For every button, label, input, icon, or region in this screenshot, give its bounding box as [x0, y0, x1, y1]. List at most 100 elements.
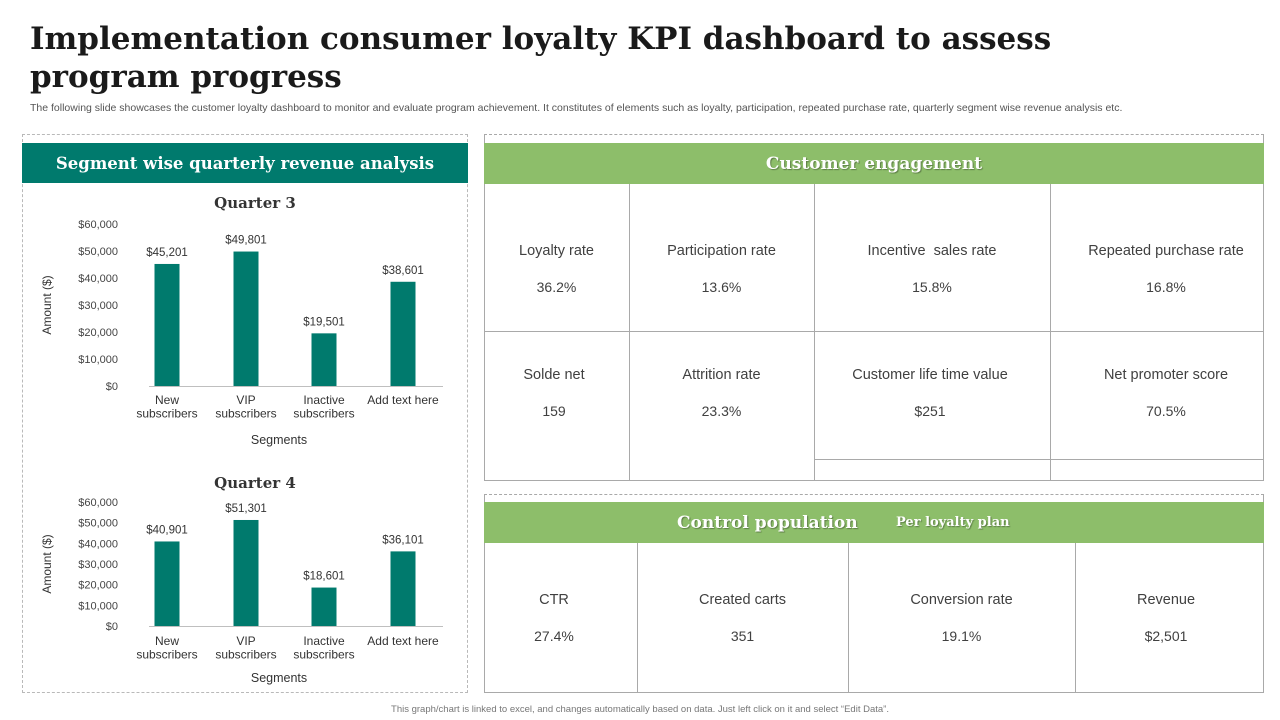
- kpi-label: Loyalty rate: [519, 243, 594, 259]
- chart-title: Quarter 4: [214, 474, 296, 492]
- kpi-value: 16.8%: [1146, 279, 1186, 295]
- kpi-net-promoter-score: Net promoter score 70.5%: [1050, 366, 1280, 420]
- x-tick-label: subscribers: [215, 407, 276, 421]
- engagement-row-divider: [484, 331, 1264, 332]
- x-tick-label: subscribers: [293, 648, 354, 662]
- y-tick-label: $50,000: [78, 518, 118, 530]
- bar: [390, 551, 416, 626]
- kpi-solde-net: Solde net 159: [484, 366, 624, 420]
- data-label: $18,601: [303, 571, 345, 583]
- x-axis-label: Segments: [251, 433, 307, 447]
- x-axis-label: Segments: [251, 671, 307, 685]
- data-label: $45,201: [146, 247, 188, 259]
- engagement-divider: [814, 184, 815, 481]
- y-tick-label: $30,000: [78, 559, 118, 571]
- bar: [390, 281, 416, 386]
- kpi-value: $2,501: [1144, 628, 1188, 644]
- data-label: $49,801: [225, 235, 267, 247]
- x-tick-label: VIP: [236, 393, 255, 407]
- y-tick-label: $0: [106, 381, 118, 393]
- engagement-row-divider: [814, 459, 1264, 460]
- y-tick-label: $10,000: [78, 600, 118, 612]
- kpi-label: Net promoter score: [1103, 367, 1229, 383]
- engagement-divider: [629, 184, 630, 481]
- x-tick-label: subscribers: [136, 407, 197, 421]
- bar: [311, 587, 337, 626]
- kpi-label: Created carts: [698, 592, 787, 608]
- bar: [311, 333, 337, 386]
- engagement-divider: [1050, 184, 1051, 481]
- kpi-label: Customer life time value: [852, 367, 1008, 383]
- control-population-subtitle: Per loyalty plan: [896, 515, 1010, 530]
- y-tick-label: $10,000: [78, 354, 118, 366]
- bar: [233, 519, 259, 626]
- data-label: $38,601: [382, 265, 424, 277]
- x-tick-label: Add text here: [367, 393, 439, 407]
- page-subtitle: The following slide showcases the custom…: [30, 102, 1123, 114]
- kpi-loyalty-rate: Loyalty rate 36.2%: [484, 242, 629, 296]
- kpi-value: 27.4%: [534, 628, 574, 644]
- kpi-value: 23.3%: [701, 403, 742, 419]
- y-tick-label: $20,000: [78, 327, 118, 339]
- x-tick-label: subscribers: [293, 407, 354, 421]
- bar: [233, 251, 259, 386]
- kpi-label: Solde net: [523, 367, 585, 383]
- data-label: $19,501: [303, 316, 345, 328]
- customer-engagement-panel: [484, 134, 1264, 481]
- x-tick-label: VIP: [236, 634, 255, 648]
- kpi-participation-rate: Participation rate 13.6%: [629, 242, 814, 296]
- data-label: $51,301: [225, 503, 267, 515]
- bar: [154, 263, 180, 386]
- y-tick-label: $40,000: [78, 538, 118, 550]
- x-tick-label: Inactive: [303, 393, 345, 407]
- x-tick-label: Add text here: [367, 634, 439, 648]
- kpi-label: Incentive sales rate: [867, 243, 997, 259]
- y-tick-label: $30,000: [78, 300, 118, 312]
- kpi-label: Attrition rate: [682, 367, 761, 383]
- y-axis-label: Amount ($): [40, 275, 54, 334]
- kpi-customer-lifetime-value: Customer life time value $251: [814, 366, 1046, 420]
- kpi-label: CTR: [539, 592, 569, 608]
- bar: [154, 541, 180, 626]
- data-label: $40,901: [146, 524, 188, 536]
- x-tick-label: subscribers: [215, 648, 276, 662]
- y-tick-label: $60,000: [78, 497, 118, 509]
- x-tick-label: New: [155, 634, 179, 648]
- kpi-value: 159: [542, 403, 566, 419]
- customer-engagement-header: Customer engagement: [484, 143, 1264, 184]
- y-tick-label: $60,000: [78, 219, 118, 231]
- y-tick-label: $40,000: [78, 273, 118, 285]
- footer-note: This graph/chart is linked to excel, and…: [391, 704, 889, 715]
- kpi-label: Repeated purchase rate: [1088, 243, 1244, 259]
- kpi-value: 36.2%: [536, 279, 577, 295]
- kpi-repeated-purchase-rate: Repeated purchase rate 16.8%: [1050, 242, 1280, 296]
- x-tick-label: subscribers: [136, 648, 197, 662]
- y-tick-label: $50,000: [78, 246, 118, 258]
- chart-title: Quarter 3: [214, 194, 296, 212]
- kpi-value: 13.6%: [701, 279, 742, 295]
- kpi-attrition-rate: Attrition rate 23.3%: [629, 366, 814, 420]
- control-divider: [1075, 543, 1076, 693]
- y-tick-label: $20,000: [78, 580, 118, 592]
- kpi-value: 70.5%: [1146, 403, 1186, 419]
- kpi-value: $251: [914, 403, 946, 419]
- y-tick-label: $0: [106, 621, 118, 633]
- revenue-panel: [22, 134, 468, 693]
- kpi-value: 19.1%: [941, 628, 982, 644]
- control-population-title: Control population: [677, 513, 858, 533]
- quarter-3-chart: Quarter 3 $0 $10,000 $20,000 $30,000 $40,000 $…: [22, 188, 468, 458]
- quarter-4-chart: Quarter 4 $0 $10,000 $20,000 $30,000 $40,000 $…: [22, 468, 468, 690]
- x-tick-label: Inactive: [303, 634, 345, 648]
- control-divider: [848, 543, 849, 693]
- page-title: Implementation consumer loyalty KPI dash…: [30, 21, 1052, 95]
- kpi-label: Conversion rate: [910, 592, 1013, 608]
- kpi-ctr: CTR 27.4%: [484, 591, 624, 645]
- kpi-label: Revenue: [1136, 592, 1196, 608]
- x-tick-label: New: [155, 393, 179, 407]
- kpi-incentive-sales-rate: Incentive sales rate 15.8%: [814, 242, 1050, 296]
- y-axis-label: Amount ($): [40, 534, 54, 593]
- control-divider: [637, 543, 638, 693]
- kpi-value: 15.8%: [912, 279, 952, 295]
- data-label: $36,101: [382, 534, 424, 546]
- kpi-value: 351: [730, 628, 755, 644]
